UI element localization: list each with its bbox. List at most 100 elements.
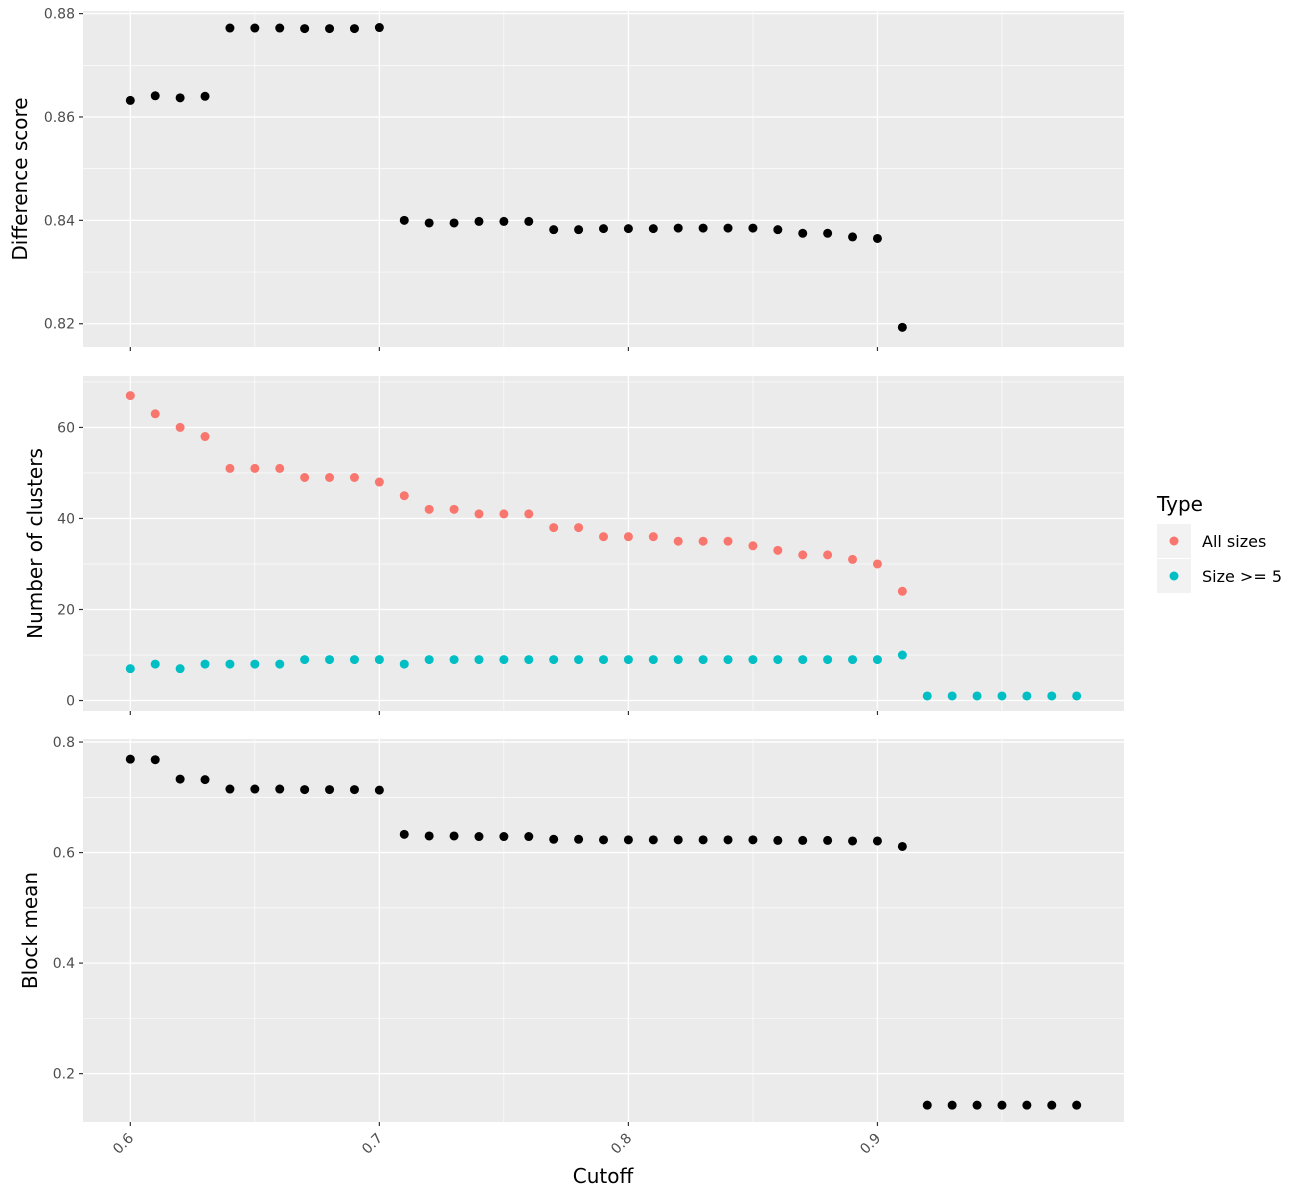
y-tick-label: 0.4 bbox=[53, 956, 75, 972]
y-tick-label: 40 bbox=[57, 511, 75, 527]
data-point bbox=[723, 223, 733, 233]
data-point bbox=[748, 541, 758, 551]
data-point bbox=[798, 228, 808, 238]
series-2 bbox=[125, 650, 1082, 701]
data-point bbox=[872, 836, 882, 846]
series-1 bbox=[125, 391, 907, 596]
y-axis-title: Block mean bbox=[18, 872, 42, 989]
data-point bbox=[150, 659, 160, 669]
data-point bbox=[748, 835, 758, 845]
data-point bbox=[599, 532, 608, 542]
data-point bbox=[574, 225, 584, 235]
data-point bbox=[1022, 1100, 1032, 1110]
data-point bbox=[623, 655, 633, 665]
data-point bbox=[349, 785, 359, 795]
data-point bbox=[449, 655, 459, 665]
x-tick-label: 0.9 bbox=[857, 1131, 884, 1158]
legend: Type All sizes Size >= 5 bbox=[1156, 492, 1282, 593]
data-point bbox=[275, 784, 285, 794]
data-point bbox=[673, 536, 683, 546]
data-point bbox=[897, 322, 907, 332]
data-point bbox=[748, 223, 758, 233]
data-point bbox=[150, 91, 160, 101]
data-point bbox=[424, 831, 434, 841]
series-1 bbox=[125, 754, 1082, 1110]
data-point bbox=[250, 23, 260, 33]
data-point bbox=[424, 504, 434, 514]
y-axis-title: Difference score bbox=[8, 97, 32, 260]
y-tick-label: 0.86 bbox=[44, 110, 75, 126]
data-point bbox=[549, 225, 559, 235]
data-point bbox=[648, 835, 658, 845]
data-point bbox=[275, 23, 285, 33]
data-point bbox=[723, 655, 733, 665]
data-point bbox=[374, 23, 384, 33]
panel-2: 0 20 40 60 Number of clusters bbox=[23, 376, 1124, 715]
data-point bbox=[175, 422, 185, 432]
data-point bbox=[823, 655, 833, 665]
data-point bbox=[848, 232, 858, 242]
data-point bbox=[623, 224, 633, 234]
data-point bbox=[1022, 691, 1032, 701]
data-point bbox=[524, 216, 534, 226]
data-point bbox=[698, 536, 708, 546]
legend-dot-all-sizes bbox=[1169, 536, 1179, 546]
data-point bbox=[399, 491, 409, 501]
data-point bbox=[897, 841, 907, 851]
data-point bbox=[349, 655, 359, 665]
data-point bbox=[200, 91, 210, 101]
data-point bbox=[823, 550, 833, 560]
data-point bbox=[972, 691, 982, 701]
x-tick-label: 0.6 bbox=[110, 1130, 137, 1157]
data-point bbox=[325, 785, 335, 795]
panel-1: 0.82 0.84 0.86 0.88 Difference score bbox=[8, 7, 1124, 351]
data-point bbox=[225, 784, 235, 794]
data-point bbox=[848, 836, 858, 846]
data-point bbox=[897, 650, 907, 660]
data-point bbox=[449, 831, 459, 841]
data-point bbox=[225, 23, 235, 33]
data-point bbox=[673, 835, 683, 845]
y-tick-label: 0.8 bbox=[53, 735, 75, 751]
data-point bbox=[798, 550, 808, 560]
data-point bbox=[698, 223, 708, 233]
data-point bbox=[1072, 1100, 1082, 1110]
data-point bbox=[200, 775, 210, 785]
data-point bbox=[374, 477, 384, 487]
data-point bbox=[200, 432, 210, 442]
data-point bbox=[250, 784, 260, 794]
data-point bbox=[972, 1100, 982, 1110]
data-point bbox=[499, 509, 509, 519]
data-point bbox=[599, 655, 608, 665]
data-point bbox=[125, 391, 135, 401]
data-point bbox=[150, 409, 160, 419]
data-point bbox=[922, 1100, 932, 1110]
data-point bbox=[872, 559, 882, 569]
data-point bbox=[175, 774, 185, 784]
data-point bbox=[474, 509, 484, 519]
data-point bbox=[823, 228, 833, 238]
x-axis-title: Cutoff bbox=[573, 1164, 635, 1188]
data-point bbox=[175, 664, 185, 674]
panel-background bbox=[83, 739, 1124, 1122]
data-point bbox=[897, 586, 907, 596]
data-point bbox=[474, 655, 484, 665]
data-point bbox=[300, 655, 310, 665]
series-1 bbox=[125, 23, 907, 332]
data-point bbox=[698, 655, 708, 665]
data-point bbox=[748, 655, 758, 665]
data-point bbox=[449, 218, 459, 228]
data-point bbox=[424, 655, 434, 665]
data-point bbox=[1047, 1100, 1057, 1110]
data-point bbox=[424, 218, 434, 228]
data-point bbox=[723, 536, 733, 546]
data-point bbox=[673, 655, 683, 665]
data-point bbox=[474, 832, 484, 842]
data-point bbox=[200, 659, 210, 669]
data-point bbox=[474, 216, 484, 226]
data-point bbox=[399, 659, 409, 669]
data-point bbox=[997, 691, 1007, 701]
data-point bbox=[349, 24, 359, 34]
data-point bbox=[374, 785, 384, 795]
